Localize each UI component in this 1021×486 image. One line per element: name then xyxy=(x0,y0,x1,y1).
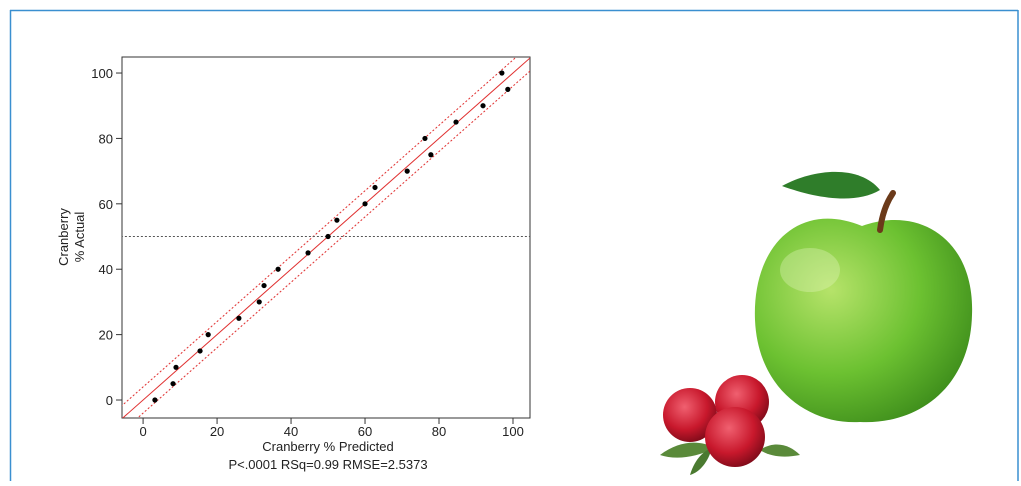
apple-highlight xyxy=(780,248,840,292)
x-tick-label: 0 xyxy=(139,424,146,439)
y-tick-label: 60 xyxy=(99,197,113,212)
x-tick-label: 60 xyxy=(358,424,372,439)
page: Cranberry % Predicted P<.0001 RSq=0.99 R… xyxy=(0,0,1021,481)
y-tick-label: 80 xyxy=(99,131,113,146)
point xyxy=(422,136,427,141)
point xyxy=(362,201,367,206)
point xyxy=(173,365,178,370)
point xyxy=(325,234,330,239)
berry-leaf xyxy=(760,445,800,457)
point xyxy=(480,103,485,108)
point xyxy=(170,381,175,386)
point xyxy=(305,250,310,255)
point xyxy=(261,283,266,288)
point xyxy=(206,332,211,337)
point xyxy=(453,119,458,124)
subtitle: P<.0001 RSq=0.99 RMSE=2.5373 xyxy=(228,457,427,472)
x-axis-label: Cranberry % Predicted xyxy=(262,439,394,454)
illustration xyxy=(660,172,972,475)
point xyxy=(275,267,280,272)
point xyxy=(505,87,510,92)
reference-line xyxy=(121,44,532,407)
reference-line xyxy=(121,70,532,433)
point xyxy=(236,316,241,321)
point xyxy=(197,348,202,353)
y-tick-label: 20 xyxy=(99,328,113,343)
y-axis-label: % Actual xyxy=(72,212,87,263)
y-tick-label: 40 xyxy=(99,262,113,277)
point xyxy=(152,397,157,402)
point xyxy=(499,70,504,75)
y-axis-label: Cranberry xyxy=(56,208,71,266)
apple-leaf xyxy=(782,172,880,199)
apple xyxy=(755,219,972,423)
point xyxy=(257,299,262,304)
point xyxy=(405,169,410,174)
point xyxy=(428,152,433,157)
y-tick-label: 100 xyxy=(91,66,113,81)
point xyxy=(372,185,377,190)
x-tick-label: 80 xyxy=(432,424,446,439)
y-tick-label: 0 xyxy=(106,393,113,408)
point xyxy=(334,218,339,223)
cranberry xyxy=(705,407,765,467)
x-tick-label: 100 xyxy=(502,424,524,439)
x-tick-label: 20 xyxy=(210,424,224,439)
x-tick-label: 40 xyxy=(284,424,298,439)
